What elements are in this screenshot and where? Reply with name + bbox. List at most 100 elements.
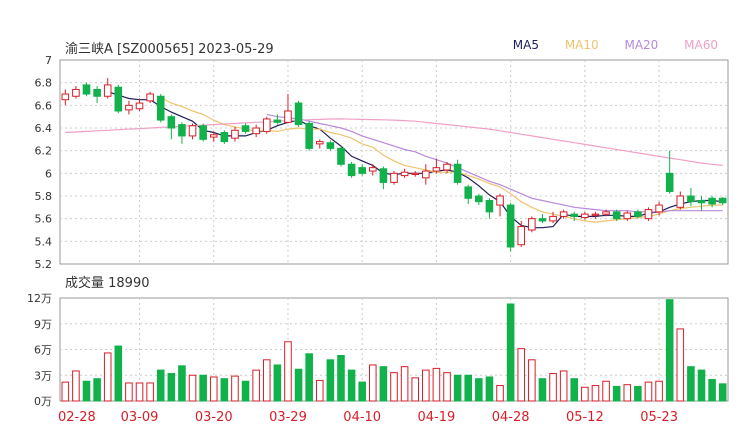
volume-bar xyxy=(305,353,313,402)
candle-body xyxy=(220,132,229,143)
legend-ma60: MA60 xyxy=(684,38,718,52)
price-tick-label: 6.2 xyxy=(35,145,53,158)
candle-body xyxy=(125,104,133,111)
date-tick-label: 02-28 xyxy=(58,410,96,425)
candle-body xyxy=(475,195,483,203)
volume-bar xyxy=(241,380,250,402)
candle-body xyxy=(93,88,101,97)
volume-bar xyxy=(612,385,621,402)
volume-bar xyxy=(72,370,80,402)
volume-bar xyxy=(82,380,91,402)
candle-body xyxy=(464,186,473,199)
candle-body xyxy=(178,124,186,137)
volume-bar xyxy=(156,369,165,402)
volume-bar xyxy=(665,299,674,402)
volume-bar xyxy=(559,370,568,402)
volume-bar xyxy=(485,376,494,402)
legend-ma10: MA10 xyxy=(564,38,599,52)
volume-bar xyxy=(209,376,218,402)
volume-bar xyxy=(262,359,271,402)
candle-body xyxy=(634,211,642,217)
candle-body xyxy=(61,93,70,101)
chart-title: 渝三峡A [SZ000565] 2023-05-29 xyxy=(65,42,274,57)
candle-body xyxy=(82,84,91,95)
volume-bar xyxy=(199,374,207,402)
volume-bar xyxy=(146,382,154,402)
candle-body xyxy=(676,195,685,208)
ma-line-ma5 xyxy=(107,91,723,229)
volume-bar xyxy=(591,385,600,402)
volume-bar xyxy=(347,369,356,402)
volume-bar xyxy=(400,366,409,402)
candle-body xyxy=(379,168,388,183)
volume-title: 成交量 18990 xyxy=(65,276,150,291)
volume-bar xyxy=(273,364,282,402)
date-tick-label: 03-29 xyxy=(269,410,307,425)
candle-body xyxy=(570,213,579,217)
candle-body xyxy=(369,167,377,172)
candle-body xyxy=(273,119,282,123)
candle-body xyxy=(687,195,695,203)
volume-bar xyxy=(496,385,504,402)
volume-bar xyxy=(697,369,706,402)
volume-bar xyxy=(284,341,292,402)
candle-body xyxy=(718,197,727,204)
volume-bar xyxy=(315,379,324,402)
volume-bar xyxy=(103,352,112,402)
volume-bar xyxy=(178,365,186,402)
volume-bar xyxy=(125,382,133,402)
candle-body xyxy=(559,211,568,217)
candle-body xyxy=(72,88,80,97)
candle-body xyxy=(623,212,632,220)
candle-body xyxy=(252,127,260,135)
volume-bar xyxy=(252,369,260,402)
candle-body xyxy=(337,147,345,165)
volume-tick-label: 3万 xyxy=(34,369,52,382)
volume-bar xyxy=(506,303,515,402)
candle-body xyxy=(284,110,292,123)
volume-bar xyxy=(114,345,123,402)
date-tick-label: 04-28 xyxy=(492,410,530,425)
volume-bar xyxy=(93,378,101,402)
volume-bar xyxy=(294,368,303,402)
candle-body xyxy=(602,211,610,215)
candle-body xyxy=(697,200,706,204)
volume-bar xyxy=(644,381,653,402)
candle-body xyxy=(358,167,366,174)
date-tick-label: 05-23 xyxy=(640,410,678,425)
volume-bar xyxy=(623,384,632,402)
candle-body xyxy=(432,167,441,172)
candle-body xyxy=(188,125,197,137)
volume-bar xyxy=(231,375,239,402)
candle-body xyxy=(485,200,494,213)
candle-body xyxy=(655,204,663,213)
volume-bar xyxy=(411,377,419,402)
volume-bar xyxy=(61,381,70,402)
price-tick-label: 6 xyxy=(45,167,52,180)
date-tick-label: 04-10 xyxy=(343,410,381,425)
candle-body xyxy=(549,215,557,222)
volume-bar xyxy=(432,367,441,402)
volume-bar xyxy=(188,374,197,402)
legend-ma5: MA5 xyxy=(512,38,539,52)
volume-bar xyxy=(528,359,536,402)
volume-bar xyxy=(581,386,589,402)
candle-body xyxy=(644,209,653,220)
candle-body xyxy=(103,84,112,97)
volume-bar xyxy=(422,369,430,402)
volume-bar xyxy=(443,372,451,402)
candle-body xyxy=(517,226,526,246)
volume-bar xyxy=(517,348,526,402)
candle-body xyxy=(528,218,536,231)
volume-tick-label: 0万 xyxy=(34,395,52,408)
candle-body xyxy=(506,204,515,248)
date-tick-label: 04-19 xyxy=(418,410,456,425)
price-tick-label: 5.2 xyxy=(35,258,53,271)
candle-body xyxy=(315,141,324,145)
volume-tick-label: 6万 xyxy=(34,344,52,357)
volume-bar xyxy=(475,378,483,402)
ma-line-ma10 xyxy=(160,96,723,223)
volume-bar xyxy=(549,373,557,402)
